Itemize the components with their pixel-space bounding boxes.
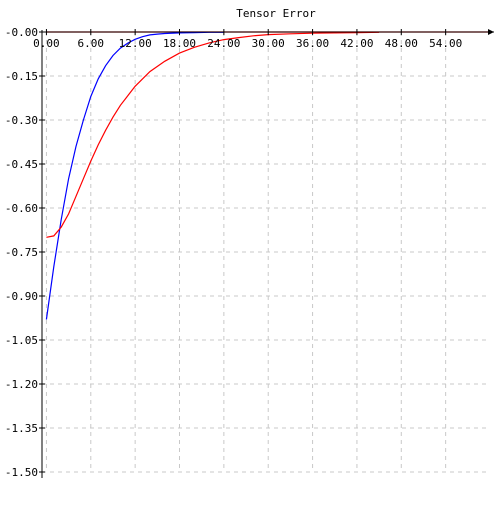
y-tick-label: -0.60	[5, 202, 38, 215]
y-tick-label: -0.45	[5, 158, 38, 171]
chart-title: Tensor Error	[236, 7, 316, 20]
y-tick-label: -1.50	[5, 466, 38, 479]
x-tick-label: 6.00	[78, 37, 105, 50]
y-tick-label: -0.75	[5, 246, 38, 259]
x-tick-label: 24.00	[207, 37, 240, 50]
x-tick-label: 48.00	[385, 37, 418, 50]
y-tick-label: -0.15	[5, 70, 38, 83]
grid-lines	[42, 31, 490, 473]
x-tick-label: 54.00	[429, 37, 462, 50]
x-tick-label: 12.00	[119, 37, 152, 50]
x-axis-arrow	[488, 29, 494, 35]
x-tick-label: 0.00	[33, 37, 60, 50]
y-tick-label: -0.30	[5, 114, 38, 127]
series-line-2	[45, 31, 224, 320]
y-tick-label: -0.00	[5, 26, 38, 39]
y-tick-label: -1.05	[5, 334, 38, 347]
y-tick-label: -1.20	[5, 378, 38, 391]
x-tick-label: 42.00	[340, 37, 373, 50]
axes	[39, 29, 494, 478]
tick-labels: 0.00 6.00 12.00 18.00 24.00 30.00 36.00 42.00 48…	[5, 26, 462, 479]
x-tick-label: 18.00	[163, 37, 196, 50]
x-tick-label: 30.00	[252, 37, 285, 50]
series-line-3	[46, 31, 380, 238]
y-tick-label: -0.90	[5, 290, 38, 303]
x-tick-label: 36.00	[296, 37, 329, 50]
y-tick-label: -1.35	[5, 422, 38, 435]
